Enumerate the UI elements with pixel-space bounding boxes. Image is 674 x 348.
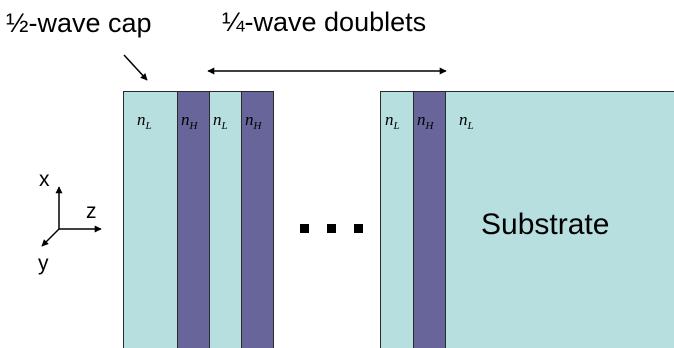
layer-high-index-2 — [241, 91, 274, 348]
substrate-layer — [445, 91, 674, 348]
ellipsis-dot — [354, 224, 363, 233]
ellipsis-dot — [327, 224, 336, 233]
axis-label-z: z — [86, 200, 97, 223]
index-label-cap: nL — [137, 110, 152, 132]
index-label-high-n: nH — [417, 110, 434, 132]
axis-label-y: y — [38, 252, 49, 275]
quarter-wave-doublets-label: ¼-wave doublets — [222, 7, 427, 37]
cap-pointer-arrow — [123, 54, 148, 81]
index-label-high-1: nH — [181, 110, 198, 132]
index-label-low-n: nL — [385, 110, 400, 132]
ellipsis-dot — [300, 224, 309, 233]
substrate-label: Substrate — [481, 208, 610, 241]
index-label-high-2: nH — [245, 110, 262, 132]
cap-layer-low-index — [123, 91, 178, 348]
half-wave-cap-label: ½-wave cap — [6, 8, 152, 38]
index-label-low-1: nL — [213, 110, 228, 132]
index-label-substrate: nL — [459, 110, 474, 132]
ellipsis — [300, 224, 370, 238]
y-axis-arrow — [41, 228, 60, 247]
axis-label-x: x — [39, 168, 50, 191]
